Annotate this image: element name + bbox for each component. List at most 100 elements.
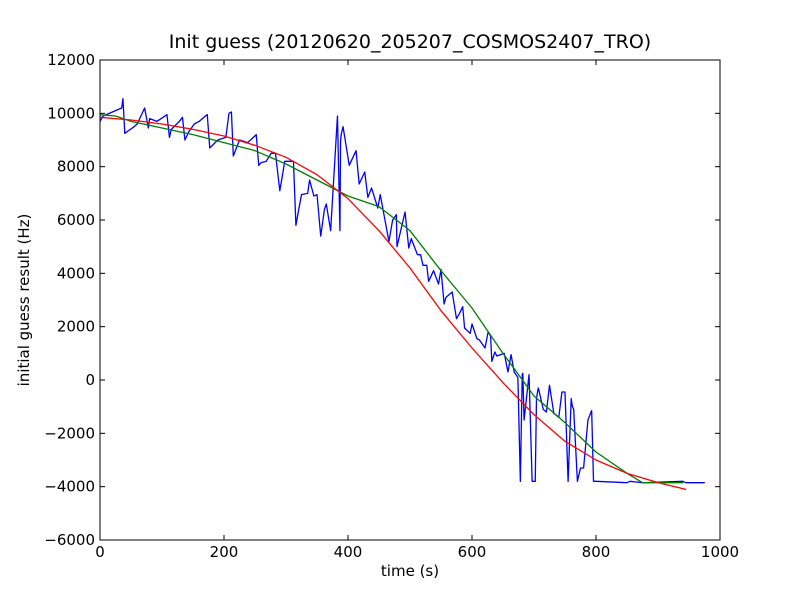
series-0-point <box>410 238 412 240</box>
series-0-point <box>428 280 430 282</box>
y-tick-label: −2000 <box>44 424 95 442</box>
series-2-point <box>223 135 225 137</box>
series-2-point <box>254 144 256 146</box>
series-0-point <box>704 482 705 484</box>
series-0-point <box>503 352 505 354</box>
series-0-point <box>168 136 170 138</box>
series-1-point <box>564 422 566 424</box>
series-0-point <box>348 164 350 166</box>
series-0-point <box>537 387 539 389</box>
series-0-point <box>395 214 397 216</box>
y-tick-label: 0 <box>85 371 95 389</box>
series-2 <box>99 116 687 490</box>
plot-frame <box>99 59 721 541</box>
series-1-point <box>595 451 597 453</box>
series-0-point <box>309 179 311 181</box>
series-0-point <box>204 115 206 117</box>
series-0-point <box>626 482 628 484</box>
series-0-point <box>471 323 473 325</box>
series-0-point <box>590 411 592 413</box>
y-tick-label: 10000 <box>47 104 95 122</box>
series-0-point <box>136 123 138 125</box>
series-0-point <box>313 195 315 197</box>
chart-title: Init guess (20120620_205207_COSMOS2407_T… <box>169 31 651 53</box>
series-1-point <box>502 352 504 354</box>
series-1-point <box>533 395 535 397</box>
series-0-point <box>133 126 135 128</box>
series-0-point <box>462 306 464 308</box>
series-0-point <box>260 162 262 164</box>
series-0-point <box>570 398 572 400</box>
series-0-point <box>307 192 309 194</box>
series-1-point <box>440 270 442 272</box>
series-0-point <box>320 235 322 237</box>
series-0-point <box>549 384 550 386</box>
series-0-point <box>392 219 394 221</box>
series-0-point <box>166 114 168 116</box>
x-tick-label: 1000 <box>701 543 739 561</box>
y-tick-label: −4000 <box>44 478 95 496</box>
series-0-point <box>571 406 573 408</box>
y-tick-label: 12000 <box>47 51 95 69</box>
series-0-point <box>685 482 687 484</box>
series-0-point <box>595 480 597 482</box>
y-tick-label: −6000 <box>44 531 95 549</box>
series-0-point <box>522 372 524 374</box>
series-0-point <box>379 194 381 196</box>
series-0-point <box>534 480 536 482</box>
series-0-point <box>445 296 447 298</box>
series-0-point <box>593 480 595 482</box>
series-0-point <box>587 419 589 421</box>
series-0-point <box>443 303 445 305</box>
series-2-point <box>685 488 687 490</box>
series-0-point <box>144 107 146 109</box>
series-0-point <box>371 187 373 189</box>
x-tick-label: 800 <box>582 543 611 561</box>
series-0-point <box>422 264 424 266</box>
series-0-point <box>178 120 180 122</box>
series-2-point <box>378 230 380 232</box>
series-0-point <box>404 211 406 213</box>
series-0-point <box>149 118 151 120</box>
series-0-point <box>206 114 208 116</box>
series-0-point <box>456 318 457 320</box>
y-tick-label: 2000 <box>57 318 95 336</box>
series-1-line <box>99 114 683 484</box>
series-2-point <box>440 310 442 312</box>
series-0-point <box>336 115 338 117</box>
series-0-point <box>459 312 461 314</box>
series-0-point <box>301 194 302 196</box>
series-2-point <box>502 382 504 384</box>
series-0-point <box>426 264 428 266</box>
series-layer <box>99 98 705 490</box>
series-0-point <box>230 111 232 113</box>
y-tick-label: 6000 <box>57 211 95 229</box>
series-2-point <box>626 472 628 474</box>
series-0-point <box>507 371 509 373</box>
y-tick-label: 8000 <box>57 158 95 176</box>
series-0-point <box>451 291 453 293</box>
series-0-point <box>580 467 581 469</box>
series-2-point <box>409 267 411 269</box>
series-1-point <box>115 115 116 117</box>
series-0-point <box>339 230 341 232</box>
series-0-point <box>510 354 512 356</box>
series-0-point <box>629 480 631 482</box>
series-0-point <box>297 214 299 216</box>
y-tick-label: 4000 <box>57 264 95 282</box>
series-2-point <box>285 156 287 158</box>
series-0-point <box>255 134 257 136</box>
series-0-point <box>121 107 123 109</box>
series-0-point <box>340 140 342 142</box>
series-0-point <box>325 203 327 205</box>
series-0-point <box>198 120 200 122</box>
series-0-point <box>537 390 539 392</box>
series-1-point <box>471 307 473 309</box>
x-tick-label: 200 <box>210 543 239 561</box>
series-0-point <box>408 247 410 249</box>
series-0-point <box>464 327 466 329</box>
series-0-point <box>484 347 486 349</box>
series-2-point <box>347 198 349 200</box>
series-1-point <box>254 150 256 152</box>
series-0-point <box>396 246 398 248</box>
